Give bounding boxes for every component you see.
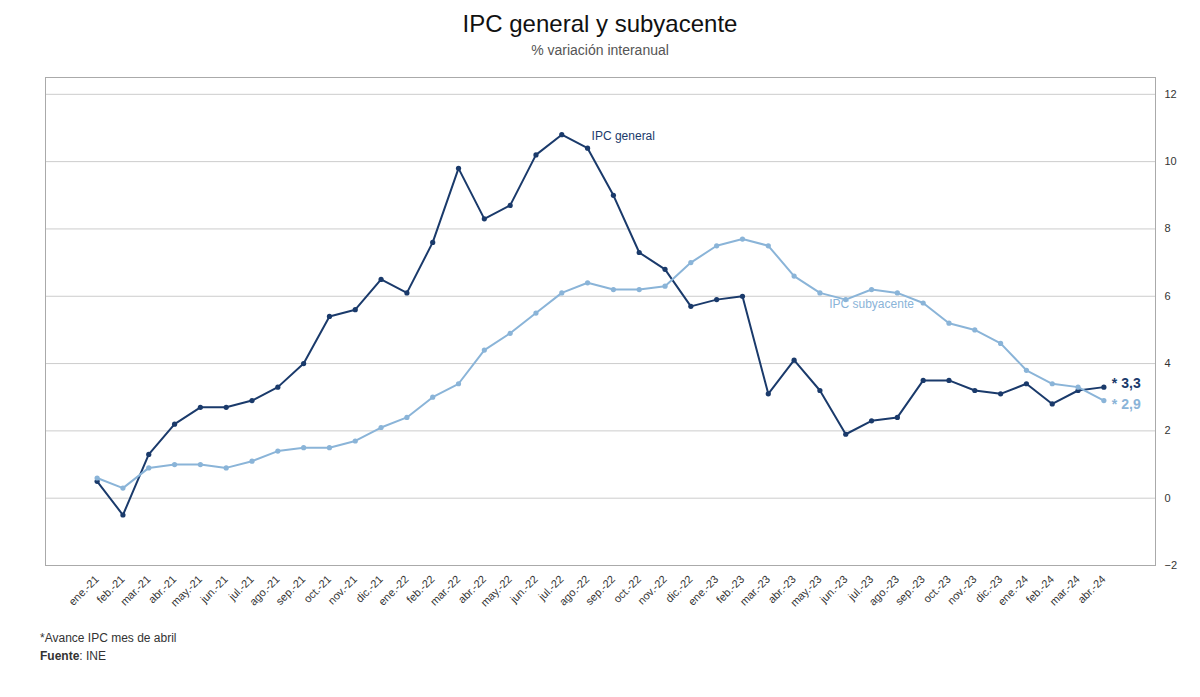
- svg-text:sep.-22: sep.-22: [583, 573, 617, 607]
- svg-text:mar.-24: mar.-24: [1047, 573, 1082, 608]
- svg-text:sep.-21: sep.-21: [273, 573, 307, 607]
- svg-text:may.-22: may.-22: [478, 573, 514, 609]
- html-text:IPC general y subyacente: IPC general y subyacente: [462, 10, 738, 37]
- svg-text:jul.-21: jul.-21: [226, 572, 256, 603]
- svg-text:ene.-22: ene.-22: [376, 573, 411, 608]
- svg-text:oct.-23: oct.-23: [920, 572, 953, 605]
- svg-text:feb.-24: feb.-24: [1023, 572, 1057, 606]
- svg-text:jun.-23: jun.-23: [817, 573, 850, 606]
- svg-text:−2: −2: [1165, 559, 1178, 571]
- svg-text:jul.-22: jul.-22: [536, 572, 566, 603]
- svg-text:nov.-22: nov.-22: [635, 573, 669, 607]
- svg-text:10: 10: [1165, 155, 1177, 167]
- svg-text:ago.-23: ago.-23: [866, 572, 902, 608]
- svg-text:4: 4: [1165, 357, 1171, 369]
- svg-text:IPC subyacente: IPC subyacente: [829, 297, 914, 311]
- svg-text:abr.-24: abr.-24: [1075, 573, 1108, 606]
- svg-text:mar.-22: mar.-22: [428, 573, 463, 608]
- svg-text:ago.-21: ago.-21: [246, 572, 282, 608]
- svg-text:abr.-21: abr.-21: [145, 572, 179, 606]
- svg-text:12: 12: [1165, 88, 1177, 100]
- svg-text:dic.-21: dic.-21: [353, 572, 385, 605]
- svg-text:oct.-21: oct.-21: [301, 572, 334, 605]
- svg-text:mar.-21: mar.-21: [118, 573, 153, 608]
- svg-text:nov.-21: nov.-21: [325, 573, 359, 607]
- svg-text:IPC general: IPC general: [592, 129, 655, 143]
- svg-text:ago.-22: ago.-22: [556, 572, 592, 608]
- svg-text:nov.-23: nov.-23: [945, 573, 979, 607]
- svg-text:8: 8: [1165, 222, 1171, 234]
- svg-text:2: 2: [1165, 424, 1171, 436]
- html-text:*Avance IPC mes de abril: *Avance IPC mes de abril: [40, 631, 177, 645]
- svg-text:ene.-21: ene.-21: [66, 573, 101, 608]
- svg-text:feb.-22: feb.-22: [403, 572, 437, 606]
- svg-text:dic.-22: dic.-22: [662, 572, 695, 605]
- svg-text:0: 0: [1165, 492, 1171, 504]
- svg-text:oct.-22: oct.-22: [610, 572, 644, 605]
- svg-text:abr.-22: abr.-22: [455, 572, 489, 606]
- svg-text:mar.-23: mar.-23: [737, 573, 772, 608]
- svg-text:6: 6: [1165, 290, 1171, 302]
- svg-text:may.-21: may.-21: [168, 573, 204, 609]
- svg-text:jul.-23: jul.-23: [845, 572, 876, 603]
- svg-text:may.-23: may.-23: [788, 573, 824, 609]
- svg-text:dic.-23: dic.-23: [972, 572, 1005, 605]
- svg-text:ene.-24: ene.-24: [995, 573, 1030, 608]
- svg-text:* 3,3: * 3,3: [1112, 375, 1141, 391]
- svg-text:feb.-21: feb.-21: [94, 572, 127, 606]
- svg-text:sep.-23: sep.-23: [893, 573, 927, 607]
- svg-text:* 2,9: * 2,9: [1112, 396, 1141, 412]
- svg-text:jun.-22: jun.-22: [507, 573, 540, 606]
- html-text:Fuente: INE: Fuente: INE: [40, 649, 106, 663]
- svg-text:jun.-21: jun.-21: [197, 573, 230, 606]
- html-text:% variación interanual: % variación interanual: [531, 42, 669, 58]
- svg-text:feb.-23: feb.-23: [713, 572, 747, 606]
- svg-text:abr.-23: abr.-23: [765, 572, 798, 606]
- svg-text:ene.-23: ene.-23: [686, 573, 721, 608]
